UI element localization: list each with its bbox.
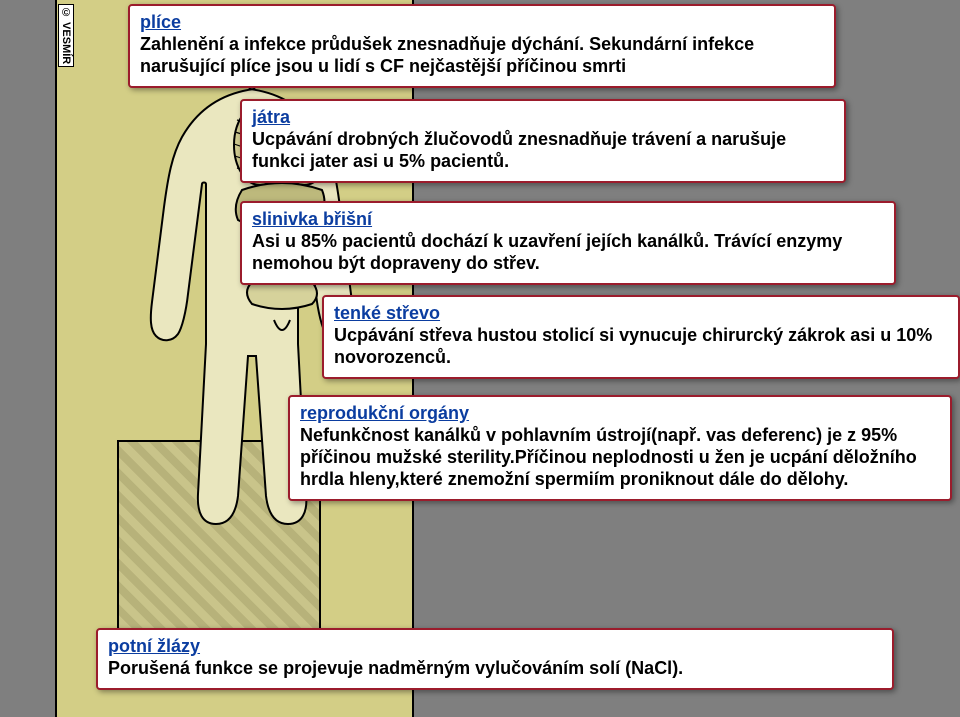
callout-body: Nefunkčnost kanálků v pohlavním ústrojí(… xyxy=(300,425,917,489)
callout-jatra: játra Ucpávání drobných žlučovodů znesna… xyxy=(240,99,846,183)
diagram-page: © VESMÍR plíce Zahlenění a infekce průdu… xyxy=(0,0,960,717)
callout-potni: potní žlázy Porušená funkce se projevuje… xyxy=(96,628,894,690)
callout-title: potní žlázy xyxy=(108,636,882,658)
callout-title: plíce xyxy=(140,12,824,34)
callout-body: Asi u 85% pacientů dochází k uzavření je… xyxy=(252,231,842,273)
callout-body: Zahlenění a infekce průdušek znesnadňuje… xyxy=(140,34,754,76)
callout-body: Ucpávání drobných žlučovodů znesnadňuje … xyxy=(252,129,786,171)
callout-body: Porušená funkce se projevuje nadměrným v… xyxy=(108,658,683,678)
callout-title: reprodukční orgány xyxy=(300,403,940,425)
callout-title: tenké střevo xyxy=(334,303,948,325)
callout-repro: reprodukční orgány Nefunkčnost kanálků v… xyxy=(288,395,952,501)
callout-body: Ucpávání střeva hustou stolicí si vynucu… xyxy=(334,325,932,367)
callout-strevo: tenké střevo Ucpávání střeva hustou stol… xyxy=(322,295,960,379)
callout-plice: plíce Zahlenění a infekce průdušek znesn… xyxy=(128,4,836,88)
callout-title: játra xyxy=(252,107,834,129)
callout-slinivka: slinivka břišní Asi u 85% pacientů dochá… xyxy=(240,201,896,285)
callout-title: slinivka břišní xyxy=(252,209,884,231)
source-badge: © VESMÍR xyxy=(58,4,74,67)
